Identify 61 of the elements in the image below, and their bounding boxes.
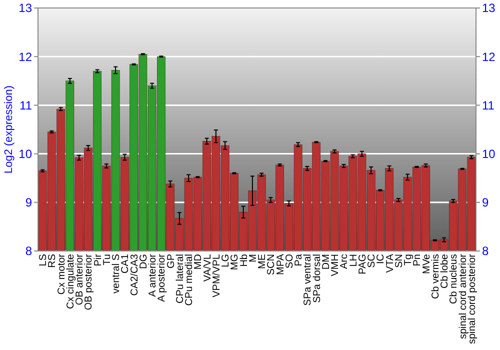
x-tick-label: Cb nucleus <box>448 254 460 304</box>
x-tick-label: spinal cord anterior <box>458 253 469 340</box>
x-tick-label: SPa dorsal <box>312 254 323 303</box>
x-tick-label: CPu medial <box>184 254 196 306</box>
y2-tick-label: 10 <box>482 147 496 161</box>
x-tick-label: spinal cord posterior <box>466 253 478 344</box>
x-tick-label: Pa <box>294 254 305 266</box>
x-tick-label: Tu <box>102 254 113 266</box>
x-tick-label: Arc <box>339 254 350 269</box>
x-tick-label: ventral S <box>111 254 122 294</box>
x-tick-label: OB anterior <box>74 253 86 306</box>
x-tick-label: ME <box>257 254 268 269</box>
x-tick-label: CA2/CA3 <box>129 254 140 296</box>
x-tick-label: Cb lobe <box>440 254 451 288</box>
y-tick-label: 9 <box>25 196 32 210</box>
x-tick-label: LG <box>220 254 232 268</box>
x-tick-label: LH <box>348 254 360 267</box>
y2-tick-label: 8 <box>482 244 489 258</box>
x-tick-label: SN <box>394 254 405 268</box>
x-tick-label: GP <box>166 254 177 268</box>
x-tick-label: VTA <box>384 254 396 273</box>
x-tick-label: M <box>248 254 259 262</box>
y2-tick-label: 11 <box>482 98 495 112</box>
x-tick-label: SPa ventral <box>302 254 314 306</box>
x-tick-label: Hb <box>238 254 250 267</box>
x-tick-label: Cx motor <box>56 253 68 295</box>
x-tick-label: MG <box>230 254 241 270</box>
y-tick-label: 12 <box>18 50 32 64</box>
x-tick-label: OB posterior <box>84 253 95 310</box>
x-tick-label: MD <box>193 254 204 270</box>
x-tick-label: CPu lateral <box>174 254 186 304</box>
x-tick-label: MPA <box>275 254 286 275</box>
x-tick-label: IC <box>376 254 387 264</box>
x-tick-label: CA1 <box>120 254 132 274</box>
x-tick-label: SCN <box>266 254 278 276</box>
x-tick-label: Cb vermis <box>430 254 442 300</box>
x-tick-label: A posterior <box>156 253 168 302</box>
x-tick-label: VPM/VPL <box>211 254 222 298</box>
x-tick-label: SO <box>284 254 296 268</box>
x-tick-label: DG <box>138 254 150 269</box>
y-tick-label: 13 <box>18 1 32 16</box>
y-tick-label: 10 <box>18 147 32 161</box>
x-tick-label: PAG <box>357 254 368 274</box>
x-tick-label: Cx cingulate <box>65 254 76 310</box>
y-axis-title: Log2 (expression) <box>2 85 15 174</box>
x-tick-label: Pir <box>92 253 104 266</box>
y2-tick-label: 13 <box>482 1 496 16</box>
x-tick-label: VA/VL <box>202 254 214 282</box>
y-tick-label: 11 <box>20 98 32 112</box>
x-tick-label: SC <box>366 254 378 268</box>
x-tick-label: Pn <box>412 254 424 266</box>
x-tick-label: DM <box>320 254 332 270</box>
x-tick-label: VMH <box>330 254 342 276</box>
y2-tick-label: 12 <box>482 50 496 64</box>
x-tick-label: Tg <box>403 254 414 266</box>
y-tick-label: 8 <box>25 244 32 258</box>
x-tick-label: LS <box>38 254 50 266</box>
y2-tick-label: 9 <box>482 196 489 210</box>
x-tick-label: MVe <box>421 254 432 274</box>
x-tick-label: A anterior <box>148 253 159 297</box>
x-tick-label: RS <box>47 254 58 268</box>
